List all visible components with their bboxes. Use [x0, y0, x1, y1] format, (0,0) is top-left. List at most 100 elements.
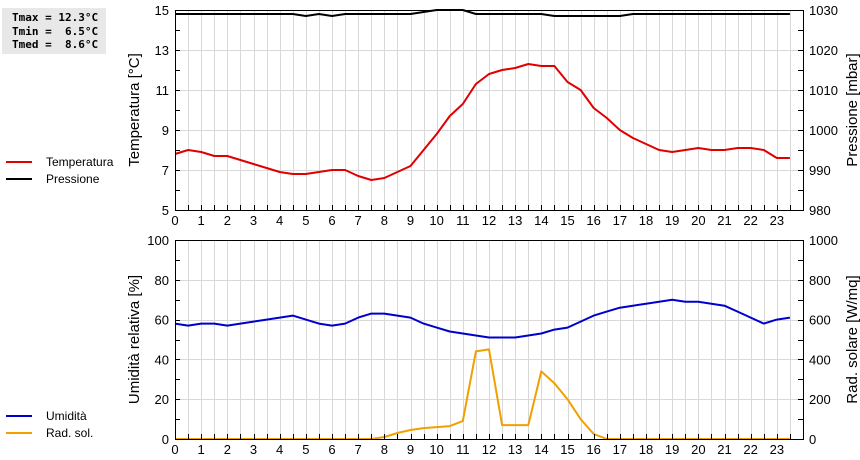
- x-tick-label: 23: [770, 442, 784, 457]
- y-tick-label-right: 600: [809, 313, 831, 328]
- temperature-pressure-chart: 0 1 2 3 4 5 6 7 8 9 10 11 12 13 14 15 16 17 18 19 20 21 22 2357…: [126, 3, 860, 228]
- y-tick-label-right: 990: [809, 163, 831, 178]
- series-line-pressione: [175, 9, 790, 17]
- x-tick-label: 12: [482, 442, 496, 457]
- y-axis-title-right: Pressione [mbar]: [844, 53, 860, 166]
- x-tick-label: 12: [482, 213, 496, 228]
- y-axis-title-left: Umidità relativa [%]: [126, 275, 143, 404]
- y-tick-label-right: 1000: [809, 123, 838, 138]
- y-tick-label-right: 400: [809, 352, 831, 367]
- x-tick-label: 14: [534, 442, 548, 457]
- legend-swatch-rad-sol: [6, 431, 32, 434]
- legend-item-pressione: Pressione: [6, 170, 113, 187]
- y-tick-label-left: 11: [156, 83, 170, 98]
- x-tick-label: 2: [224, 213, 231, 228]
- legend-top: Temperatura Pressione: [6, 153, 113, 187]
- x-tick-label: 16: [586, 213, 600, 228]
- y-tick-label-right: 800: [809, 273, 831, 288]
- x-tick-label: 18: [639, 213, 653, 228]
- y-tick-label-right: 0: [809, 432, 816, 447]
- x-tick-label: 15: [560, 442, 574, 457]
- legend-label-rad-sol: Rad. sol.: [46, 425, 94, 440]
- x-tick-label: 20: [691, 213, 705, 228]
- y-tick-label-right: 1010: [809, 83, 838, 98]
- tmed-label: Tmed = 8.6°C: [12, 38, 99, 51]
- y-tick-label-left: 15: [155, 3, 169, 18]
- y-tick-label-left: 40: [155, 352, 169, 367]
- x-tick-label: 13: [508, 213, 522, 228]
- y-tick-label-left: 60: [155, 313, 169, 328]
- legend-label-temperatura: Temperatura: [46, 154, 114, 169]
- stats-box: Tmax = 12.3°C Tmin = 6.5°C Tmed = 8.6°C: [2, 8, 106, 54]
- x-tick-label: 21: [717, 213, 731, 228]
- x-tick-label: 0: [171, 213, 178, 228]
- x-tick-label: 16: [586, 442, 600, 457]
- x-tick-label: 4: [276, 442, 283, 457]
- x-tick-label: 6: [328, 213, 335, 228]
- series-line-umidit-: [174, 298, 791, 339]
- x-tick-label: 17: [613, 442, 627, 457]
- legend-item-umidita: Umidità: [6, 407, 93, 424]
- y-tick-label-right: 980: [809, 203, 831, 218]
- x-tick-label: 8: [381, 442, 388, 457]
- y-tick-label-left: 20: [155, 392, 169, 407]
- x-tick-label: 6: [328, 442, 335, 457]
- x-tick-label: 10: [429, 213, 443, 228]
- y-tick-label-left: 13: [155, 43, 169, 58]
- x-tick-label: 9: [407, 213, 414, 228]
- x-tick-label: 0: [171, 442, 178, 457]
- y-tick-label-left: 7: [162, 163, 169, 178]
- x-tick-label: 11: [456, 442, 470, 457]
- x-tick-label: 23: [770, 213, 784, 228]
- x-tick-label: 15: [560, 213, 574, 228]
- y-tick-label-right: 1030: [809, 3, 838, 18]
- x-tick-label: 22: [743, 442, 757, 457]
- legend-swatch-temperatura: [6, 160, 32, 163]
- y-tick-label-left: 9: [162, 123, 169, 138]
- x-tick-label: 8: [381, 213, 388, 228]
- x-tick-label: 20: [691, 442, 705, 457]
- series-line-temperatura: [174, 63, 790, 181]
- x-tick-label: 3: [250, 442, 257, 457]
- x-tick-label: 7: [355, 442, 362, 457]
- y-tick-label-right: 1020: [809, 43, 838, 58]
- x-tick-label: 5: [302, 442, 309, 457]
- x-tick-label: 1: [198, 213, 205, 228]
- y-tick-label-right: 1000: [809, 233, 838, 248]
- x-tick-label: 14: [534, 213, 548, 228]
- x-tick-label: 1: [198, 442, 205, 457]
- x-tick-label: 22: [743, 213, 757, 228]
- legend-swatch-pressione: [6, 177, 32, 180]
- legend-item-temperatura: Temperatura: [6, 153, 113, 170]
- x-tick-label: 7: [355, 213, 362, 228]
- y-axis-title-left: Temperatura [°C]: [126, 53, 143, 167]
- legend-label-umidita: Umidità: [46, 408, 87, 423]
- y-tick-label-right: 200: [809, 392, 831, 407]
- x-tick-label: 9: [407, 442, 414, 457]
- x-tick-label: 21: [717, 442, 731, 457]
- x-tick-label: 10: [429, 442, 443, 457]
- y-tick-label-left: 100: [147, 233, 169, 248]
- x-tick-label: 11: [456, 213, 470, 228]
- legend-bottom: Umidità Rad. sol.: [6, 407, 93, 441]
- x-tick-label: 19: [665, 213, 679, 228]
- tmin-label: Tmin = 6.5°C: [12, 24, 99, 38]
- humidity-radiation-chart: 0 1 2 3 4 5 6 7 8 9 10 11 12 13 14 15 16 17 18 19 20 21 22 2302…: [126, 233, 860, 457]
- y-tick-label-left: 0: [162, 432, 169, 447]
- y-tick-label-left: 5: [162, 203, 169, 218]
- legend-label-pressione: Pressione: [46, 171, 100, 186]
- x-tick-label: 17: [613, 213, 627, 228]
- x-tick-label: 13: [508, 442, 522, 457]
- x-tick-label: 4: [276, 213, 283, 228]
- x-tick-label: 3: [250, 213, 257, 228]
- x-tick-label: 2: [224, 442, 231, 457]
- legend-swatch-umidita: [6, 414, 32, 417]
- x-tick-label: 19: [665, 442, 679, 457]
- y-axis-title-right: Rad. solare [W/mq]: [844, 275, 860, 403]
- tmax-label: Tmax = 12.3°C: [12, 11, 99, 24]
- x-tick-label: 18: [639, 442, 653, 457]
- legend-item-rad-sol: Rad. sol.: [6, 424, 93, 441]
- x-tick-label: 5: [302, 213, 309, 228]
- y-tick-label-left: 80: [155, 273, 169, 288]
